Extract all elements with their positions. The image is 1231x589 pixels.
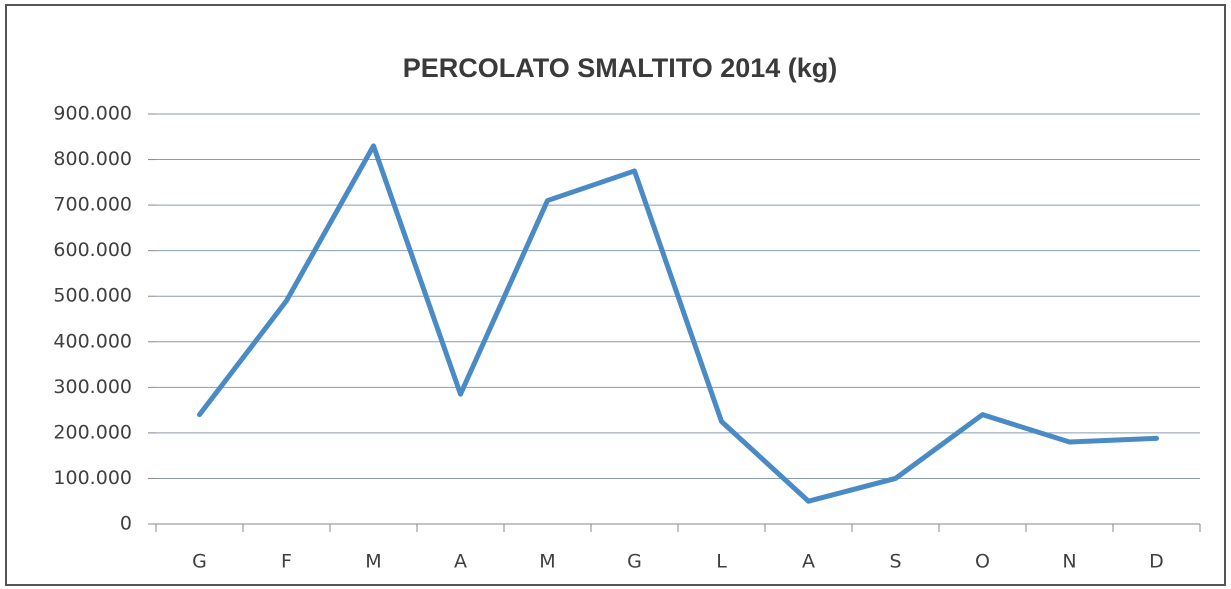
x-tick-label: A: [454, 551, 467, 573]
x-tick-label: F: [281, 551, 292, 573]
y-tick-label: 200.000: [53, 421, 132, 443]
x-tick-label: M: [539, 551, 555, 573]
x-tick-label: N: [1062, 551, 1076, 573]
y-tick-label: 800.000: [53, 148, 132, 170]
data-line: [197, 143, 1159, 504]
y-tick-label: 400.000: [53, 330, 132, 352]
x-tick-label: O: [975, 551, 990, 573]
y-tick-label: 300.000: [53, 376, 132, 398]
chart-border: [5, 4, 1226, 586]
x-tick-label: S: [889, 551, 901, 573]
y-tick-label: 100.000: [53, 467, 132, 489]
x-tick-label: D: [1149, 551, 1164, 573]
x-tick-label: G: [627, 551, 642, 573]
y-tick-label: 900.000: [53, 103, 132, 125]
x-tick-label: G: [192, 551, 207, 573]
y-tick-label: 700.000: [53, 194, 132, 216]
y-tick-label: 500.000: [53, 285, 132, 307]
y-tick-label: 600.000: [53, 239, 132, 261]
y-tick-label: 0: [120, 513, 132, 535]
x-tick-label: A: [802, 551, 815, 573]
x-tick-label: M: [365, 551, 381, 573]
x-tick-label: L: [716, 551, 727, 573]
chart-title: PERCOLATO SMALTITO 2014 (kg): [403, 53, 838, 83]
